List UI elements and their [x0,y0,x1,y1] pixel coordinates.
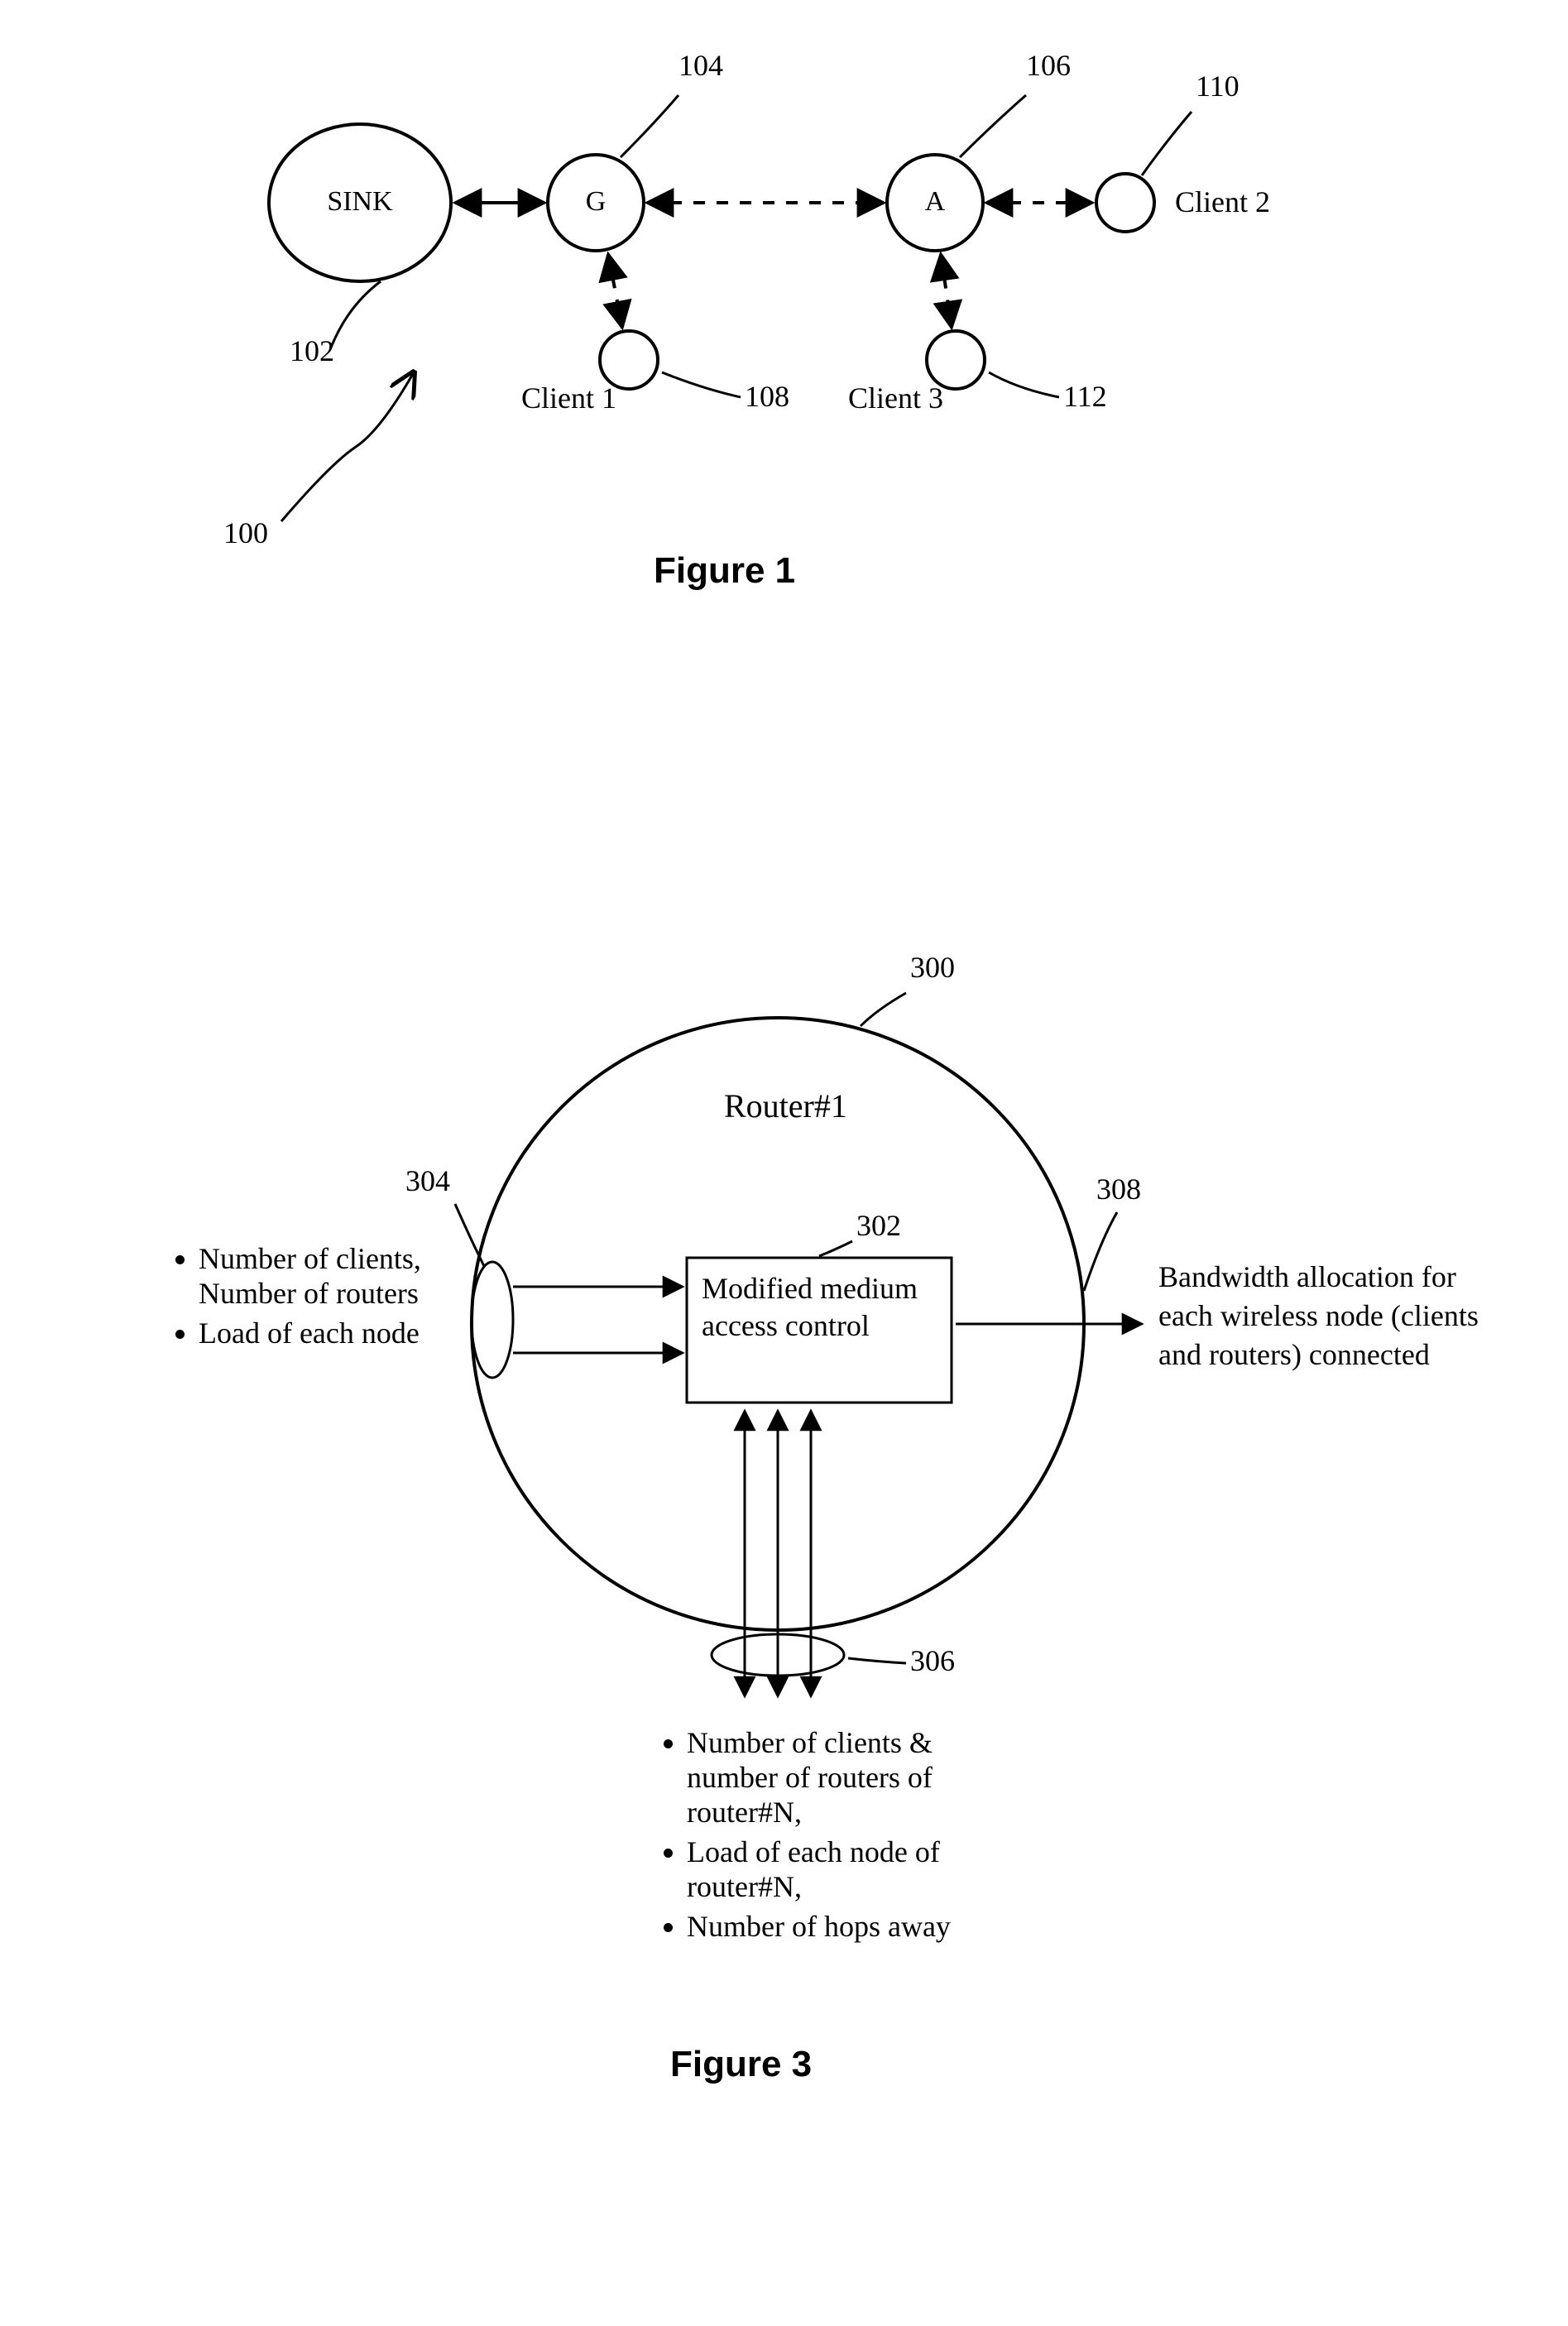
right-output-text: Bandwidth allocation for each wireless n… [1158,1258,1514,1374]
client3-caption: Client 3 [848,382,943,415]
left-bullet-0: Number of clients, Number of routers [199,1241,480,1311]
figure3-caption: Figure 3 [670,2044,812,2085]
ref-106: 106 [1026,50,1071,83]
g-label: G [546,186,645,218]
ref-110: 110 [1196,70,1240,103]
figure1-caption: Figure 1 [654,550,795,592]
leader-102 [331,281,381,348]
bottom-bullet-2: Number of hops away [687,1909,1026,1944]
client2-node [1096,174,1154,232]
client3-node [927,331,985,389]
ref-108: 108 [745,381,789,414]
leader-112 [989,372,1059,397]
bottom-bullet-0: Number of clients & number of routers of… [687,1725,1026,1830]
leader-110 [1142,112,1192,175]
a-label: A [885,186,985,218]
ref-302: 302 [856,1210,901,1243]
ref-306: 306 [910,1645,955,1678]
page: A dashed --> Client2 dashed --> Client1 … [0,0,1568,2326]
leader-300 [861,993,906,1026]
client1-node [600,331,658,389]
left-bullets: Number of clients, Number of routers Loa… [165,1241,480,1355]
client1-caption: Client 1 [521,382,616,415]
mac-box-text: Modified medium access control [702,1270,942,1345]
leader-100 [281,372,414,521]
client2-caption: Client 2 [1175,186,1270,219]
leader-104 [621,95,679,157]
edge-g-c1 [608,254,622,328]
edge-a-c3 [941,254,952,328]
ref-304: 304 [405,1165,450,1198]
bottom-bullets: Number of clients & number of routers of… [654,1725,1026,1949]
router-title: Router#1 [724,1088,847,1125]
leader-306 [848,1658,906,1663]
leader-108 [662,372,741,397]
sink-label: SINK [310,186,410,218]
leader-302 [819,1241,852,1256]
bottom-bullet-1: Load of each node of router#N, [687,1834,1026,1904]
ref-100: 100 [223,517,268,550]
ref-102: 102 [290,335,334,368]
leader-106 [960,95,1026,157]
ref-300: 300 [910,952,955,985]
ref-308: 308 [1096,1173,1141,1206]
leader-308 [1084,1212,1117,1291]
figure1-svg: A dashed --> Client2 dashed --> Client1 … [0,0,1568,2326]
ref-104: 104 [679,50,723,83]
left-bullet-1: Load of each node [199,1316,480,1350]
ref-112: 112 [1063,381,1107,414]
